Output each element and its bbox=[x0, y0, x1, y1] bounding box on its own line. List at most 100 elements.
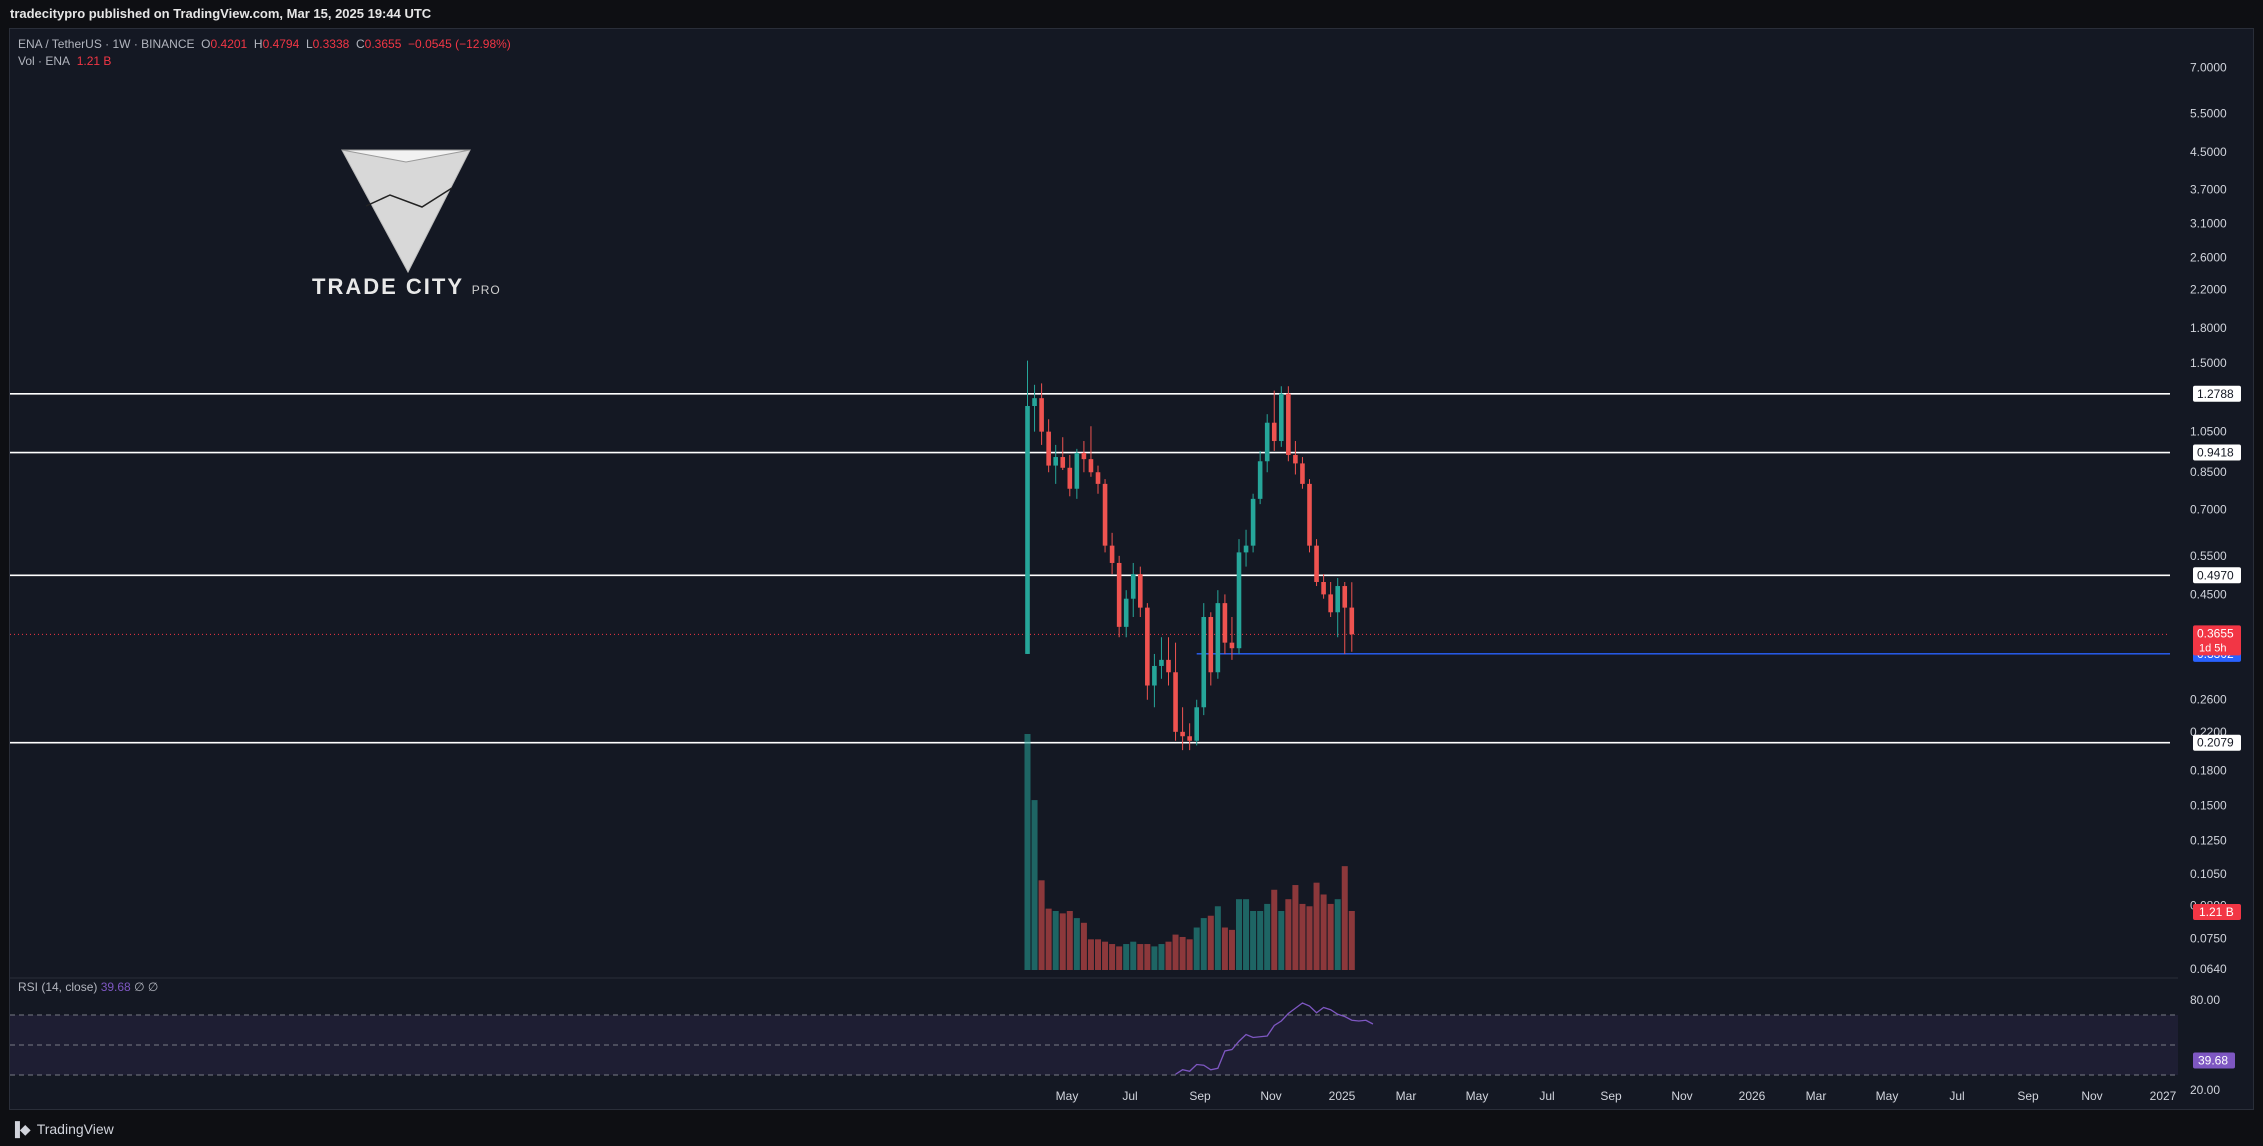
price-axis-tick: 0.1500 bbox=[2190, 798, 2227, 812]
volume-bar bbox=[1292, 885, 1299, 970]
volume-bar bbox=[1066, 911, 1073, 970]
candle-body bbox=[1194, 707, 1199, 741]
legend-symbol[interactable]: ENA / TetherUS · 1W · BINANCE bbox=[18, 37, 195, 51]
volume-bar bbox=[1214, 906, 1221, 970]
volume-bar bbox=[1271, 889, 1278, 970]
time-axis-tick: 2025 bbox=[1329, 1089, 1356, 1103]
volume-bar bbox=[1095, 939, 1101, 970]
volume-bar bbox=[1306, 906, 1313, 970]
legend-vol-label[interactable]: Vol · ENA bbox=[18, 54, 71, 68]
candle-body bbox=[1293, 454, 1298, 464]
volume-bar bbox=[1348, 911, 1355, 970]
time-axis-tick: Sep bbox=[1600, 1089, 1622, 1103]
candle-body bbox=[1279, 393, 1284, 442]
time-axis-tick: Sep bbox=[1189, 1089, 1211, 1103]
volume-bar bbox=[1052, 911, 1059, 970]
candle-body bbox=[1159, 659, 1164, 666]
candle-body bbox=[1173, 672, 1178, 732]
candle-body bbox=[1123, 598, 1129, 627]
candle-body bbox=[1314, 545, 1319, 582]
candle-body bbox=[1243, 545, 1249, 553]
volume-bar bbox=[1172, 934, 1179, 970]
volume-bar bbox=[1109, 944, 1116, 970]
rsi-value: 39.68 bbox=[100, 980, 131, 994]
logo-name: TRADE CITY bbox=[312, 274, 464, 299]
tradecity-logo-line bbox=[365, 187, 453, 208]
candle-body bbox=[1053, 457, 1058, 466]
rsi-legend[interactable]: RSI (14, close) 39.68 ∅ ∅ bbox=[18, 980, 158, 994]
horizontal-level-label: 1.2788 bbox=[2197, 387, 2234, 401]
volume-bar bbox=[1341, 866, 1348, 970]
volume-bar bbox=[1151, 946, 1158, 970]
horizontal-level-tag bbox=[2193, 734, 2241, 751]
legend-open: 0.4201 bbox=[210, 37, 248, 51]
candle-body bbox=[1102, 483, 1108, 546]
candle-body bbox=[1025, 406, 1030, 654]
candle-body bbox=[1074, 452, 1080, 489]
horizontal-level-label: 0.2079 bbox=[2197, 736, 2234, 750]
volume-bar bbox=[1179, 936, 1186, 970]
time-axis-tick: Jul bbox=[1122, 1089, 1137, 1103]
candle-body bbox=[1201, 617, 1207, 708]
time-axis-tick: May bbox=[1056, 1089, 1079, 1103]
candle-body bbox=[1328, 594, 1333, 613]
volume-bar bbox=[1158, 944, 1165, 970]
price-axis-tick: 3.7000 bbox=[2190, 183, 2227, 197]
price-legend: ENA / TetherUS · 1W · BINANCE O0.4201 H0… bbox=[18, 36, 511, 70]
volume-bar bbox=[1327, 903, 1334, 970]
volume-last-label: 1.21 B bbox=[2199, 905, 2234, 919]
legend-volume-row: Vol · ENA 1.21 B bbox=[18, 53, 511, 70]
candle-body bbox=[1046, 431, 1051, 466]
candle-body bbox=[1236, 552, 1242, 649]
horizontal-level-label: 0.4970 bbox=[2197, 568, 2234, 582]
volume-bar bbox=[1137, 944, 1144, 970]
price-axis-tick: 5.5000 bbox=[2190, 107, 2227, 121]
logo-suffix: PRO bbox=[471, 283, 501, 297]
volume-last-tag bbox=[2193, 904, 2241, 920]
price-axis-tick: 0.5500 bbox=[2190, 549, 2227, 563]
price-axis-tick: 0.1050 bbox=[2190, 867, 2227, 881]
price-axis-tick: 0.7000 bbox=[2190, 503, 2227, 517]
volume-bar bbox=[1299, 903, 1306, 970]
candle-body bbox=[1257, 461, 1263, 499]
price-axis-tick: 0.8500 bbox=[2190, 465, 2227, 479]
volume-bar bbox=[1116, 946, 1123, 970]
time-axis-tick: Mar bbox=[1396, 1089, 1417, 1103]
candle-body bbox=[1300, 463, 1305, 484]
candle-body bbox=[1088, 459, 1094, 473]
tradingview-brand[interactable]: ▐◆ TradingView bbox=[10, 1121, 114, 1138]
tradingview-logo-icon: ▐◆ bbox=[10, 1121, 31, 1137]
candle-body bbox=[1215, 603, 1221, 673]
candle-body bbox=[1032, 398, 1037, 407]
price-axis-tick: 2.2000 bbox=[2190, 283, 2227, 297]
price-axis-tick: 1.0500 bbox=[2190, 425, 2227, 439]
tradecity-logo-top bbox=[341, 149, 471, 163]
candle-body bbox=[1335, 586, 1340, 613]
time-axis-tick: Sep bbox=[2017, 1089, 2039, 1103]
rsi-label: RSI (14, close) bbox=[18, 980, 98, 994]
time-axis-tick: Nov bbox=[2081, 1089, 2102, 1103]
volume-bar bbox=[1059, 913, 1066, 970]
rsi-axis-tick: 20.00 bbox=[2190, 1083, 2220, 1097]
volume-bar bbox=[1045, 908, 1052, 970]
time-axis-tick: Jul bbox=[1949, 1089, 1964, 1103]
volume-bar bbox=[1087, 939, 1094, 970]
price-axis-tick: 1.8000 bbox=[2190, 321, 2227, 335]
candle-body bbox=[1095, 472, 1101, 484]
legend-o-label: O bbox=[201, 37, 211, 51]
candle-body bbox=[1208, 617, 1214, 673]
time-axis-tick: May bbox=[1466, 1089, 1489, 1103]
price-axis-tick: 0.4500 bbox=[2190, 587, 2227, 601]
candle-body bbox=[1109, 545, 1115, 563]
volume-bar bbox=[1257, 911, 1264, 970]
time-axis-tick: 2027 bbox=[2150, 1089, 2177, 1103]
candle-body bbox=[1349, 607, 1355, 635]
time-axis-tick: Mar bbox=[1806, 1089, 1827, 1103]
candle-body bbox=[1264, 422, 1270, 462]
volume-bar bbox=[1313, 882, 1320, 970]
rsi-axis-tick: 80.00 bbox=[2190, 993, 2220, 1007]
price-axis-tick: 0.2600 bbox=[2190, 693, 2227, 707]
legend-l-label: L bbox=[305, 37, 313, 51]
publisher-bar: tradecitypro published on TradingView.co… bbox=[0, 0, 2263, 28]
